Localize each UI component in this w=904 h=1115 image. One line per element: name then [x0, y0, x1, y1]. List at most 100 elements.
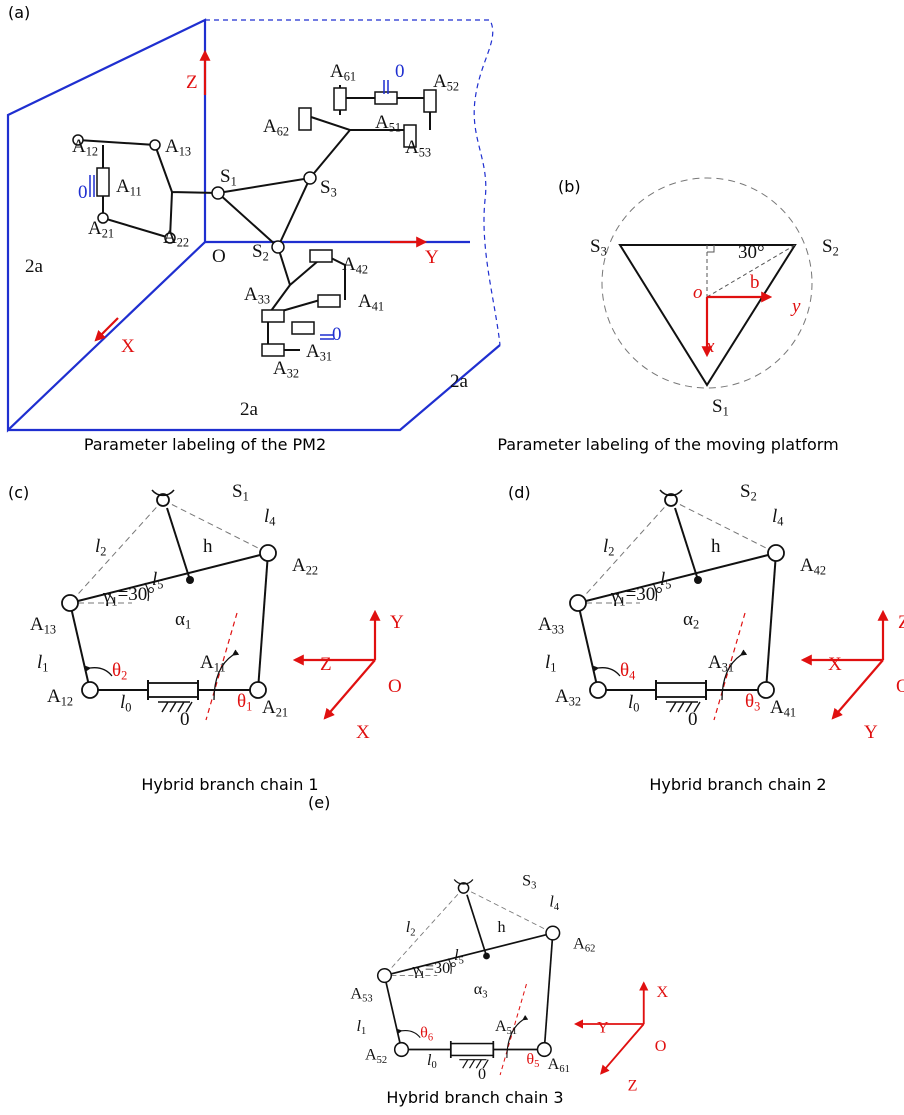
- label: S1: [220, 166, 237, 189]
- label: A21: [262, 697, 288, 720]
- label-text: h: [711, 536, 721, 557]
- label-subscript: 11: [130, 185, 142, 199]
- label-subscript: 53: [419, 146, 431, 160]
- label: A32: [273, 358, 299, 381]
- label: A51: [375, 112, 401, 135]
- label-rest: =30°: [425, 960, 457, 977]
- label-text: X: [356, 722, 370, 743]
- label-text: A: [358, 291, 372, 312]
- label: A13: [165, 136, 191, 159]
- label: A62: [573, 935, 595, 954]
- label-text: A: [262, 697, 276, 718]
- label-text: Z: [320, 654, 332, 675]
- label-subscript: 0: [633, 701, 639, 715]
- label: 2a: [25, 256, 44, 277]
- label: l4: [772, 506, 783, 529]
- label-text: A: [292, 555, 306, 576]
- label-subscript: 22: [306, 564, 318, 578]
- label: X: [657, 984, 669, 1001]
- label-text: A: [555, 686, 569, 707]
- label-text: α: [175, 609, 185, 630]
- label: l4: [264, 506, 275, 529]
- label: A42: [342, 254, 368, 277]
- label-text: h: [203, 536, 213, 557]
- label-text: X: [657, 984, 669, 1001]
- label: γ1=30°: [102, 584, 155, 609]
- label: 2a: [240, 399, 259, 420]
- label-text: α: [683, 609, 693, 630]
- label: Y: [390, 612, 404, 633]
- label: O: [655, 1038, 667, 1055]
- label-subscript: 33: [552, 623, 564, 637]
- figure: (a)Parameter labeling of the PM2ZYOX2a2a…: [0, 0, 904, 1115]
- label: S3: [590, 236, 607, 259]
- label-text: S: [232, 481, 243, 502]
- label-text: θ: [112, 660, 121, 681]
- label-subscript: 32: [287, 367, 299, 381]
- label-text: A: [47, 686, 61, 707]
- panel-tag: (c): [8, 483, 29, 502]
- label: A11: [116, 176, 142, 199]
- label-subscript: 12: [86, 145, 98, 159]
- label-text: θ: [420, 1025, 428, 1042]
- label-subscript: 52: [447, 80, 459, 94]
- label-rest: =30°: [118, 584, 155, 605]
- label-text: 0: [78, 182, 88, 203]
- label-text: A: [330, 61, 344, 82]
- label: l0: [120, 692, 131, 715]
- label: O: [896, 676, 904, 697]
- label-text: 0: [478, 1066, 486, 1083]
- label: 0: [78, 182, 88, 203]
- label-subscript: 13: [179, 145, 191, 159]
- label-text: γ: [610, 586, 619, 607]
- label-subscript: 1: [361, 1026, 366, 1037]
- label: A41: [770, 697, 796, 720]
- label-text: S: [252, 241, 263, 262]
- label: Y: [425, 247, 439, 268]
- label-text: A: [538, 614, 552, 635]
- label-subscript: 3: [754, 700, 760, 714]
- label: h: [711, 536, 721, 557]
- label-text: A: [708, 652, 722, 673]
- panel-tag: (b): [558, 177, 581, 196]
- label: S2: [740, 481, 757, 504]
- label-text: A: [433, 71, 447, 92]
- caption: Parameter labeling of the moving platfor…: [497, 435, 838, 454]
- label: γ1=30°: [610, 584, 663, 609]
- label-subscript: 21: [102, 227, 114, 241]
- label: A31: [708, 652, 734, 675]
- label-text: A: [163, 227, 177, 248]
- label: h: [498, 919, 506, 936]
- label-subscript: 41: [784, 706, 796, 720]
- label: A22: [292, 555, 318, 578]
- label: S2: [252, 241, 269, 264]
- label-subscript: 2: [263, 250, 269, 264]
- label-subscript: 31: [320, 350, 332, 364]
- label-subscript: 32: [569, 695, 581, 709]
- label-text: A: [88, 218, 102, 239]
- caption: Hybrid branch chain 2: [649, 775, 826, 794]
- label-text: O: [655, 1038, 667, 1055]
- label: A21: [88, 218, 114, 241]
- label: 0: [332, 324, 342, 345]
- label-text: γ: [412, 962, 420, 979]
- label-text: A: [573, 935, 585, 952]
- label-subscript: 1: [723, 405, 729, 419]
- panel-tag: (d): [508, 483, 531, 502]
- label: A33: [244, 284, 270, 307]
- label: A51: [495, 1018, 517, 1037]
- label: 0: [395, 61, 405, 82]
- label: α2: [683, 609, 699, 632]
- label-subscript: 61: [344, 70, 356, 84]
- label-text: Z: [628, 1077, 638, 1094]
- label: 0: [180, 709, 190, 730]
- label-text: A: [800, 555, 814, 576]
- label-subscript: 1: [185, 618, 191, 632]
- label-subscript: 12: [61, 695, 73, 709]
- label-text: A: [165, 136, 179, 157]
- label-text: O: [388, 676, 402, 697]
- label-text: γ: [102, 586, 111, 607]
- label: θ6: [420, 1025, 433, 1044]
- panel-tag: (e): [308, 793, 330, 812]
- caption: Hybrid branch chain 1: [141, 775, 318, 794]
